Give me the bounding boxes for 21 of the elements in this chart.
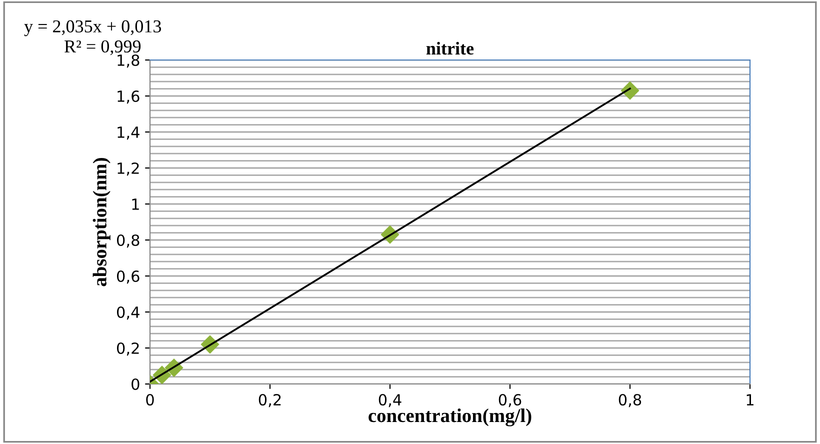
y-tick-label: 1,2 xyxy=(118,162,139,176)
x-tick-label: 1 xyxy=(746,394,754,406)
text: y = 2,035x + 0,013 xyxy=(24,20,162,36)
y-axis-title: absorption(nm) xyxy=(92,158,110,286)
y-tick-label: 0,8 xyxy=(116,234,140,248)
y-tick-label: 1,6 xyxy=(118,90,140,104)
y-tick-label: 1,4 xyxy=(118,126,140,140)
y-tick-label: 0,4 xyxy=(116,306,140,320)
text: R² = 0,999 xyxy=(64,40,141,56)
y-tick-label: 0,2 xyxy=(116,342,139,356)
y-tick-label: 0,6 xyxy=(116,270,140,284)
y-tick-label: 1,8 xyxy=(118,54,140,68)
x-tick-label: 0,2 xyxy=(258,394,281,408)
x-tick-label: 0 xyxy=(146,394,154,406)
x-axis-title: concentration(mg/l) xyxy=(368,408,532,426)
chart-title: nitrite xyxy=(426,42,474,55)
y-tick-label: 1 xyxy=(132,198,139,210)
x-tick-label: 0,6 xyxy=(498,394,522,408)
x-tick-label: 0,4 xyxy=(378,394,402,408)
y-tick-label: 0 xyxy=(132,378,140,390)
x-tick-label: 0,8 xyxy=(618,394,642,408)
